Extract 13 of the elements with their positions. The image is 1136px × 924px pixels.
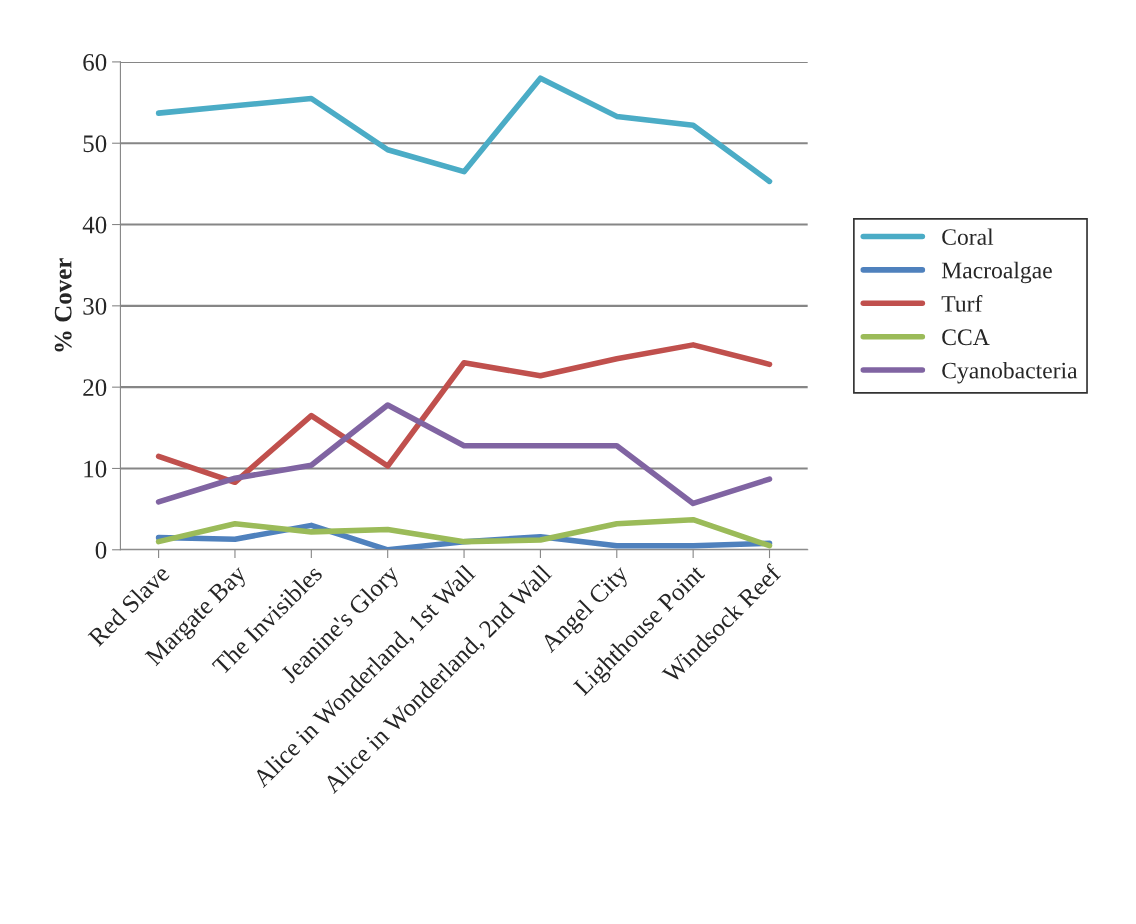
legend-label: Macroalgae bbox=[941, 261, 1052, 284]
y-tick-label: 0 bbox=[95, 541, 107, 559]
legend-label: CCA bbox=[942, 329, 990, 346]
y-tick-label: 60 bbox=[83, 53, 107, 71]
y-tick-label: 40 bbox=[82, 216, 107, 234]
legend-label: Coral bbox=[942, 228, 994, 246]
y-tick-label: 10 bbox=[84, 460, 107, 478]
y-tick-label: 20 bbox=[83, 379, 107, 397]
y-tick-label: 50 bbox=[83, 135, 107, 153]
y-tick-label: 30 bbox=[83, 297, 107, 315]
legend-label: Cyanobacteria bbox=[942, 361, 1078, 384]
legend-label: Turf bbox=[941, 294, 983, 312]
y-axis-title: % Cover bbox=[54, 258, 72, 352]
